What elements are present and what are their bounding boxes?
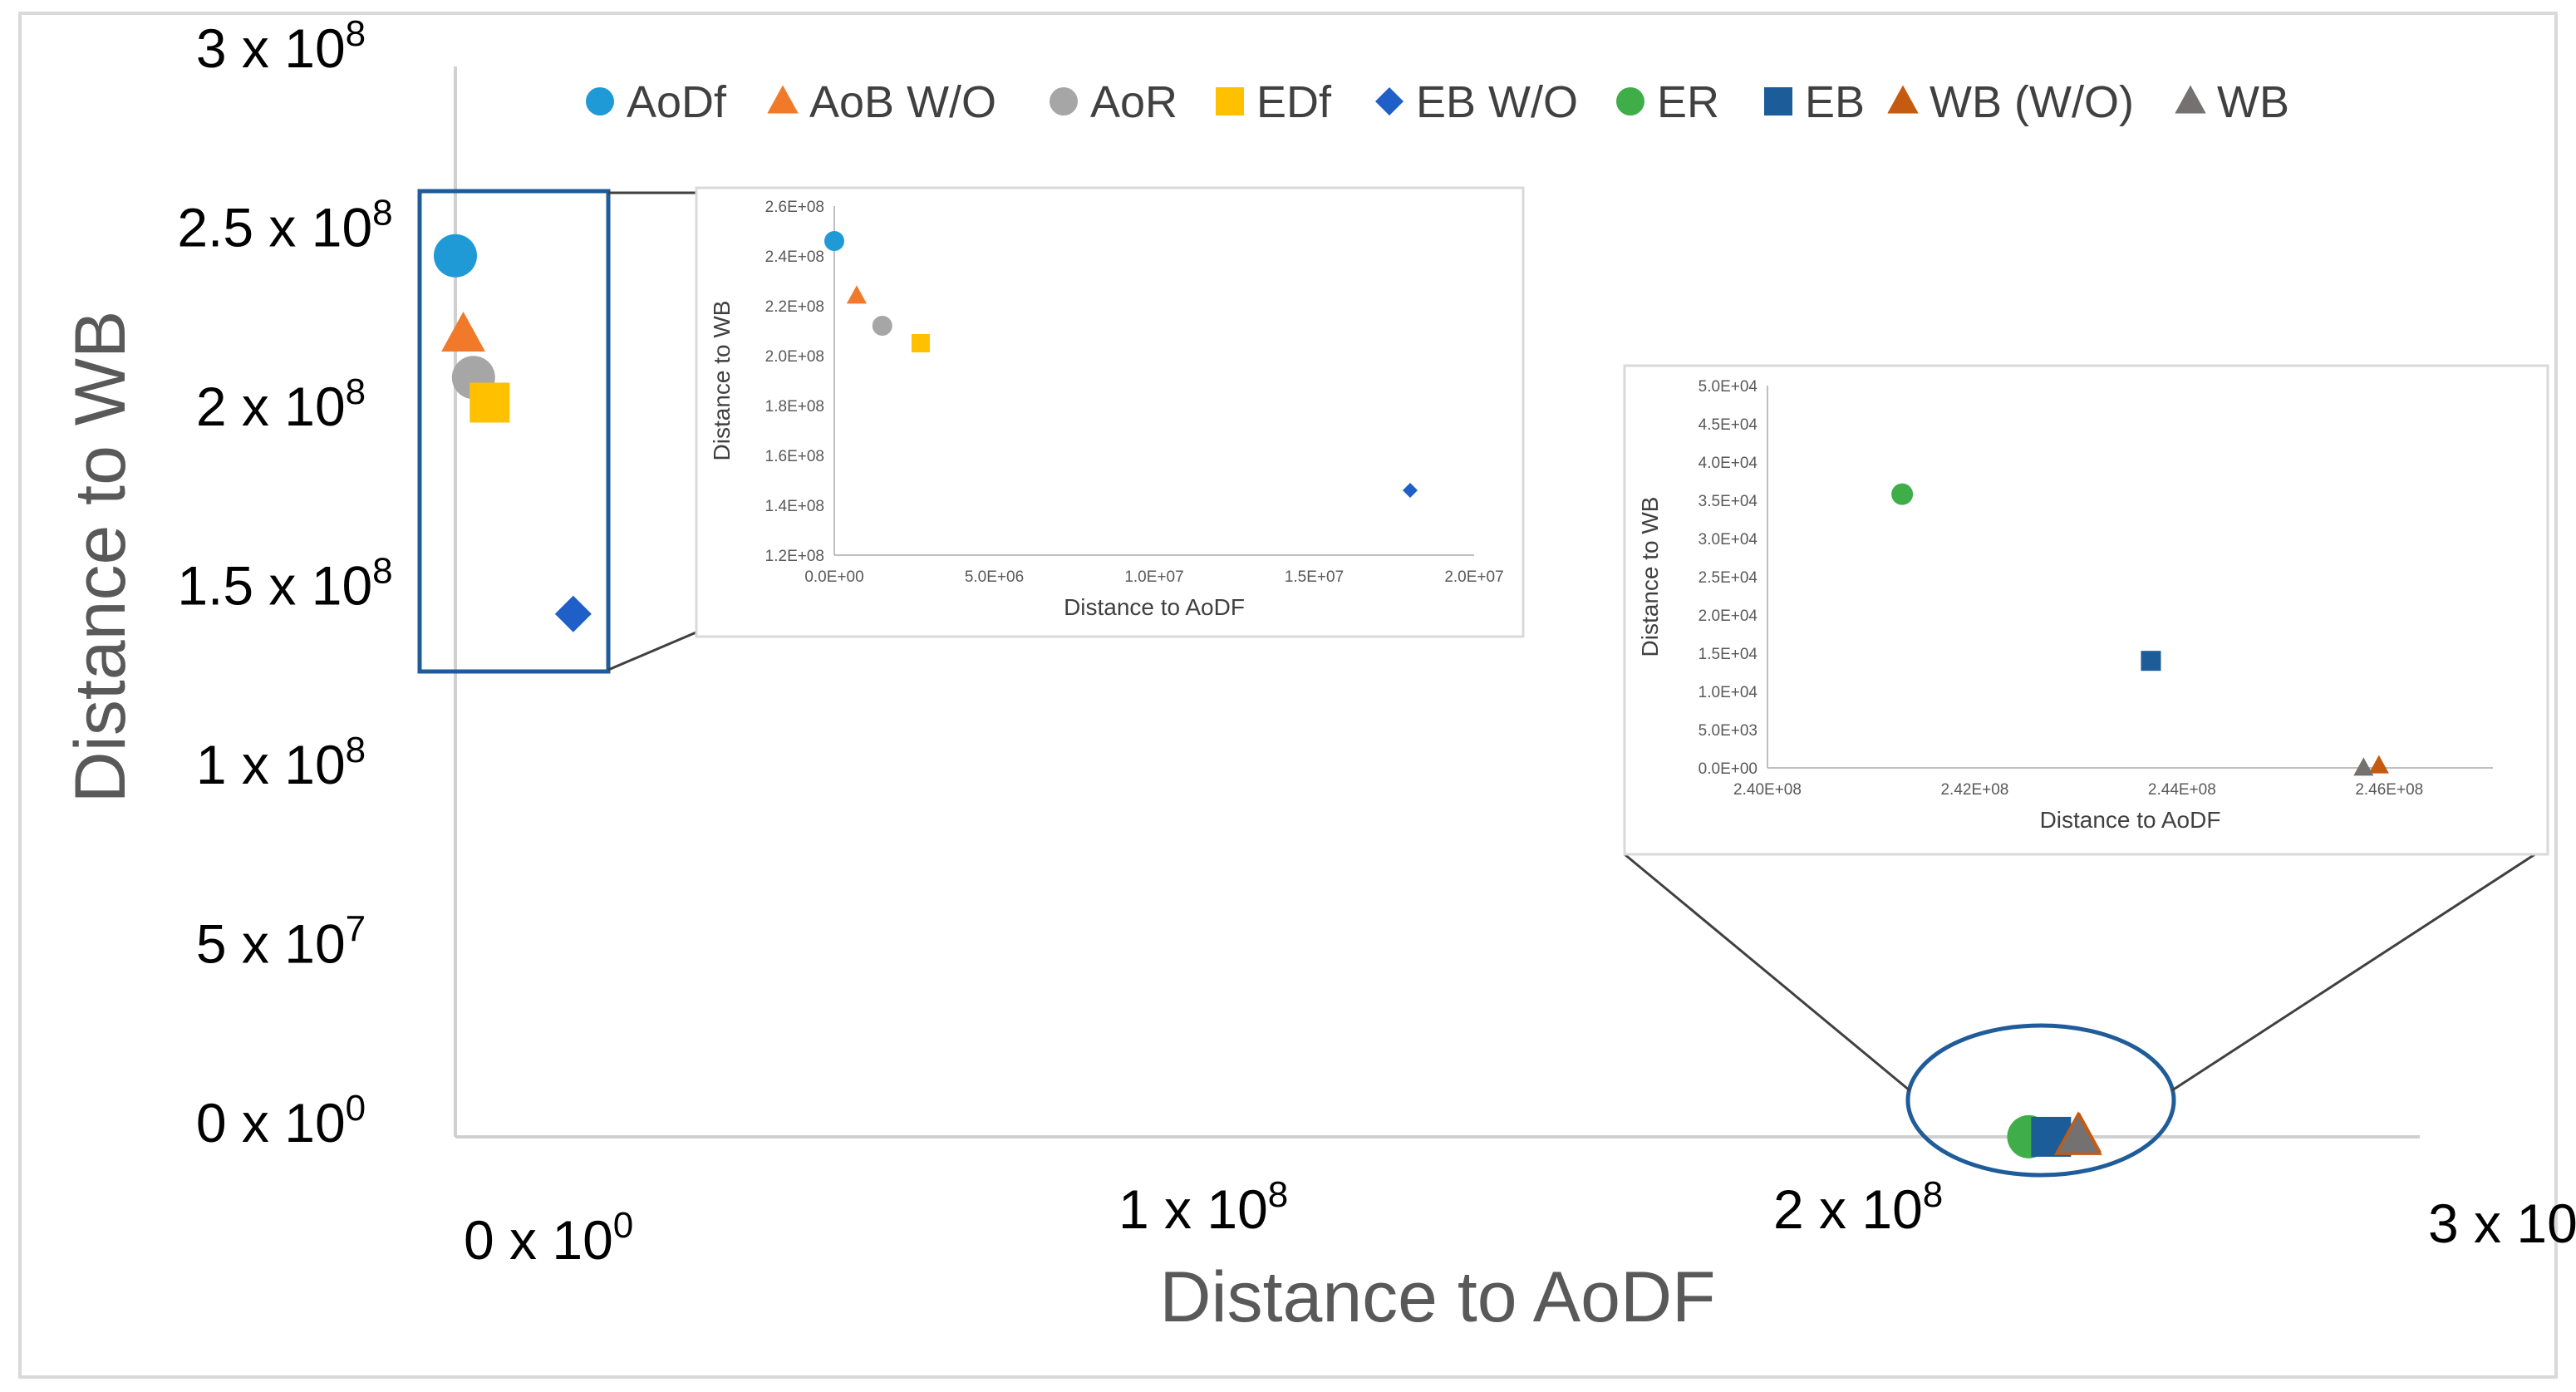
legend-label-aor: AoR [1090, 77, 1177, 127]
legend-marker-wb [2175, 85, 2206, 114]
inset-left-data-point-aob-w-o [846, 285, 868, 304]
legend-label-aodf: AoDf [627, 77, 727, 127]
inset-right-y-tick-label: 1.0E+04 [1698, 684, 1758, 701]
y-axis-title: Distance to WB [61, 311, 140, 804]
y-tick-label-0-x-100: 0 x 100 [196, 1088, 366, 1153]
legend-marker-aor [1050, 87, 1078, 116]
legend-marker-er [1616, 87, 1644, 116]
legend-label-wb-w-o: WB (W/O) [1930, 77, 2134, 127]
inset-left-x-tick-label: 1.0E+07 [1124, 568, 1183, 586]
inset-left-x-tick-label: 5.0E+06 [965, 568, 1024, 586]
legend-marker-aob-w-o [767, 85, 799, 114]
inset-right-y-tick-label: 3.5E+04 [1698, 493, 1758, 510]
inset-right-x-axis-title: Distance to AoDF [2040, 807, 2221, 833]
inset-left-x-tick-label: 1.5E+07 [1285, 568, 1344, 586]
data-point-aodf [434, 234, 477, 278]
legend-label-eb-w-o: EB W/O [1416, 77, 1578, 127]
inset-left-y-tick-label: 2.2E+08 [765, 298, 824, 316]
inset-left-x-tick-label: 2.0E+07 [1444, 568, 1503, 586]
legend-label-wb: WB [2217, 77, 2289, 127]
zoom-connector-line [607, 630, 699, 671]
legend-marker-eb-w-o [1375, 87, 1404, 116]
legend-marker-edf [1216, 87, 1244, 116]
inset-right-x-tick-label: 2.44E+08 [2148, 781, 2216, 799]
legend-label-edf: EDf [1256, 77, 1332, 127]
inset-right-panel [1623, 364, 2549, 856]
zoom-region-box-left [417, 189, 611, 674]
inset-right-y-tick-label: 4.5E+04 [1698, 416, 1758, 434]
x-axis-title: Distance to AoDF [1159, 1257, 1715, 1337]
legend-label-er: ER [1657, 77, 1719, 127]
inset-right-data-point-wb-w-o [2368, 755, 2389, 774]
inset-right-y-tick-label: 3.0E+04 [1698, 531, 1758, 548]
y-tick-label-1-x-108: 1 x 108 [196, 730, 366, 795]
legend-label-aob-w-o: AoB W/O [809, 77, 996, 127]
zoom-region-ellipse-right [1905, 1023, 2176, 1178]
x-tick-label-0-x-100: 0 x 100 [464, 1205, 633, 1271]
inset-left-y-tick-label: 1.2E+08 [765, 548, 824, 565]
inset-left-data-point-aodf [824, 231, 844, 251]
zoom-connector-line [1624, 853, 1910, 1092]
y-tick-label-1-5-x-108: 1.5 x 108 [177, 551, 392, 617]
legend-marker-wb-w-o [1887, 85, 1919, 114]
data-point-edf [469, 382, 510, 423]
inset-left-y-axis-title: Distance to WB [709, 301, 735, 461]
inset-left-data-point-aor [872, 316, 892, 336]
inset-right-y-tick-label: 5.0E+03 [1698, 722, 1757, 740]
legend-marker-aodf [586, 87, 614, 116]
inset-right-y-tick-label: 1.5E+04 [1698, 646, 1758, 663]
x-tick-label-1-x-108: 1 x 108 [1118, 1174, 1288, 1240]
y-tick-label-2-5-x-108: 2.5 x 108 [177, 193, 392, 258]
x-tick-label-3-x-108: 3 x 108 [2428, 1188, 2576, 1254]
x-tick-label-2-x-108: 2 x 108 [1773, 1174, 1943, 1240]
inset-right-x-tick-label: 2.40E+08 [1733, 781, 1802, 799]
y-tick-label-2-x-108: 2 x 108 [196, 371, 366, 437]
inset-left-data-point-edf [911, 334, 930, 352]
legend-marker-eb [1764, 87, 1792, 116]
inset-left-y-tick-label: 2.6E+08 [765, 199, 824, 216]
inset-right-data-point-wb [2353, 757, 2374, 776]
y-tick-label-3-x-108: 3 x 108 [196, 13, 366, 79]
inset-right-y-axis-title: Distance to WB [1637, 497, 1663, 657]
inset-left-y-tick-label: 2.4E+08 [765, 248, 824, 266]
data-point-aob-w-o [441, 311, 485, 352]
legend-label-eb: EB [1805, 77, 1865, 127]
zoom-connector-line [2171, 844, 2549, 1092]
inset-right-y-tick-label: 4.0E+04 [1698, 455, 1758, 472]
inset-right-x-tick-label: 2.46E+08 [2355, 781, 2423, 799]
inset-left-y-tick-label: 1.8E+08 [765, 398, 824, 416]
inset-right-y-tick-label: 5.0E+04 [1698, 378, 1758, 396]
data-point-wb [2053, 1111, 2102, 1155]
inset-right-x-tick-label: 2.42E+08 [1940, 781, 2008, 799]
inset-left-x-axis-title: Distance to AoDF [1064, 594, 1245, 620]
inset-left-y-tick-label: 1.6E+08 [765, 448, 824, 465]
inset-right-y-tick-label: 2.0E+04 [1698, 607, 1758, 625]
inset-left-y-tick-label: 1.4E+08 [765, 498, 824, 515]
inset-left-data-point-eb-w-o [1403, 483, 1418, 498]
inset-right-data-point-eb [2141, 651, 2161, 671]
y-tick-label-5-x-107: 5 x 107 [196, 909, 366, 975]
inset-right-data-point-er [1891, 483, 1914, 505]
data-point-eb-w-o [554, 595, 592, 632]
inset-right-y-tick-label: 2.5E+04 [1698, 569, 1758, 587]
inset-left-x-tick-label: 0.0E+00 [804, 568, 863, 586]
inset-left-y-tick-label: 2.0E+08 [765, 348, 824, 366]
inset-right-y-tick-label: 0.0E+00 [1698, 760, 1757, 778]
